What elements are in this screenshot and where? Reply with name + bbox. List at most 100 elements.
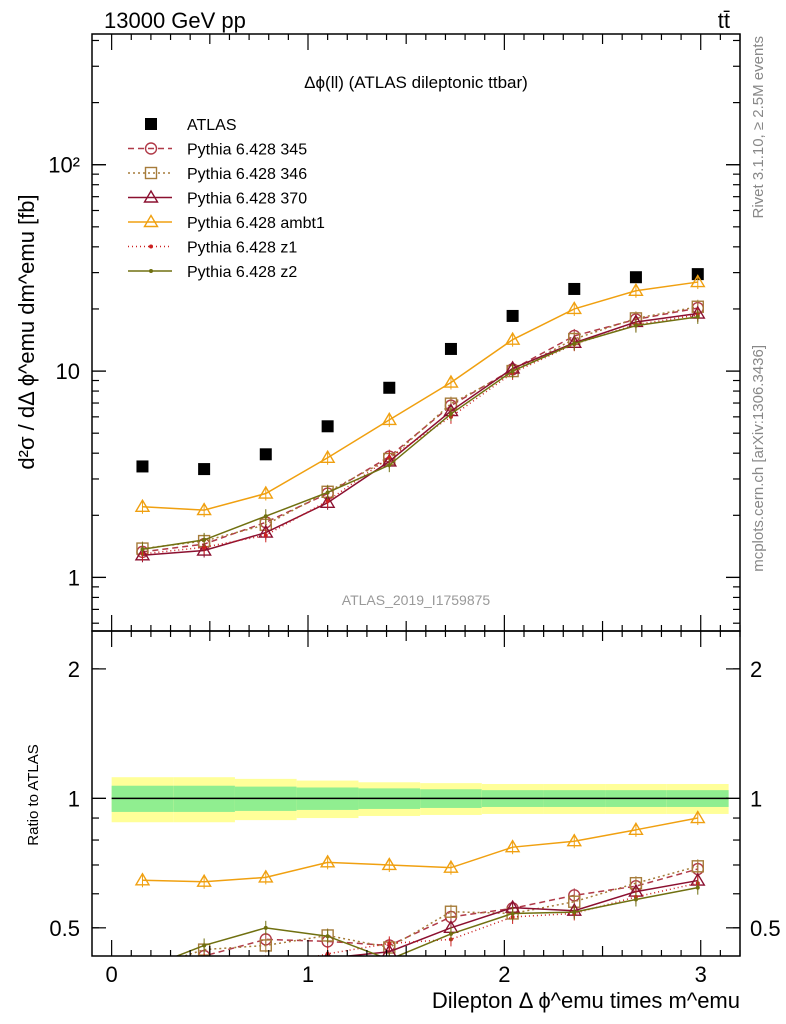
point-z2 <box>633 323 638 328</box>
legend: ATLAS Pythia 6.428 345 Pythia 6.428 346 Pyt… <box>128 117 325 281</box>
legend-label: Pythia 6.428 z1 <box>187 240 297 257</box>
series-z2 <box>140 880 700 972</box>
point-ambt1 <box>504 331 521 345</box>
energy-label: 13000 GeV pp <box>104 8 246 33</box>
series-holder <box>134 268 706 563</box>
point-ambt1 <box>381 857 398 871</box>
legend-marker <box>144 166 158 180</box>
legend-item-z2: Pythia 6.428 z2 <box>128 264 297 281</box>
series-p346 <box>136 299 704 556</box>
series-p370 <box>136 872 706 989</box>
rivet-label: Rivet 3.1.10, ≥ 2.5M events <box>750 36 767 219</box>
main-y-axis-label: d²σ / dΔ ϕ^emu dm^emu [fb] <box>14 194 39 469</box>
point-ambt1 <box>566 301 582 315</box>
series-z1 <box>140 307 700 561</box>
point-p346 <box>444 905 458 918</box>
point-p370 <box>136 978 149 989</box>
legend-item-p345: Pythia 6.428 345 <box>128 142 307 159</box>
point-ambt1 <box>690 810 706 824</box>
point-p346 <box>137 964 148 975</box>
x-axis-label: Dilepton Δ ϕ^emu times m^emu <box>432 988 740 1013</box>
point-ambt1 <box>628 821 644 836</box>
series-holder <box>134 810 706 989</box>
legend-label: Pythia 6.428 346 <box>187 166 307 183</box>
series-p346 <box>137 859 704 975</box>
series-line-z1 <box>142 314 698 555</box>
legend-label: Pythia 6.428 z2 <box>187 264 297 281</box>
y-tick-label: 1 <box>68 565 80 590</box>
legend-item-ambt1: Pythia 6.428 ambt1 <box>128 214 325 232</box>
x-tick-label: 2 <box>498 962 510 987</box>
point-z2 <box>510 911 515 916</box>
legend-label: Pythia 6.428 ambt1 <box>187 215 325 232</box>
point-data <box>629 271 642 284</box>
main-series <box>134 268 706 563</box>
point-data <box>506 309 519 322</box>
series-z1 <box>140 876 700 981</box>
series-line-p346 <box>142 306 698 550</box>
legend-marker <box>143 189 159 203</box>
point-p370 <box>265 954 267 956</box>
legend-marker <box>149 244 153 249</box>
legend-item-p346: Pythia 6.428 346 <box>128 166 307 183</box>
main-panel: 1 10 10² Δϕ(ll) (ATLAS dileptonic ttbar) A… <box>14 33 741 632</box>
point-data <box>691 268 704 281</box>
series-line-p345 <box>142 307 698 553</box>
series-line-z2 <box>175 886 698 956</box>
process-label: tt̄ <box>718 8 730 33</box>
point-z1 <box>264 965 268 969</box>
point-z2 <box>695 314 700 319</box>
point-ambt1 <box>134 872 151 886</box>
point-p346 <box>259 939 272 952</box>
series-line-p370 <box>341 879 698 956</box>
ratio-frame <box>91 630 741 957</box>
legend-item-p370: Pythia 6.428 370 <box>128 189 307 208</box>
point-z1 <box>202 958 206 962</box>
series-line-z2 <box>142 316 698 550</box>
series-ambt1 <box>134 274 706 518</box>
legend-item-data: ATLAS <box>145 117 237 134</box>
point-z1 <box>202 545 207 550</box>
x-tick-label: 3 <box>695 962 707 987</box>
point-data <box>383 381 396 394</box>
ratio-axis-ticks: 0.5 0.5 1 1 2 2 0 1 2 3 <box>49 631 781 987</box>
point-z2 <box>263 925 268 930</box>
point-data <box>198 463 211 476</box>
point-z1 <box>387 455 392 460</box>
series-data <box>136 268 704 476</box>
point-p345 <box>137 971 148 982</box>
point-z2 <box>325 934 330 939</box>
point-ambt1 <box>566 833 582 847</box>
analysis-id: ATLAS_2019_I1759875 <box>342 592 491 608</box>
mcplots-label: mcplots.cern.ch [arXiv:1306.3436] <box>750 345 767 572</box>
point-ambt1 <box>319 854 336 868</box>
y-tick-label-right: 1 <box>750 786 762 811</box>
point-ambt1 <box>504 839 521 853</box>
point-z1 <box>140 977 144 981</box>
series-line-p370 <box>142 312 698 557</box>
series-line-p345 <box>201 868 698 956</box>
point-z2 <box>633 897 638 902</box>
point-ambt1 <box>443 374 459 388</box>
series-p345 <box>136 301 704 559</box>
point-z2 <box>510 369 515 374</box>
data-uncertainty-band <box>111 777 729 823</box>
y-tick-label-right: 2 <box>750 657 762 682</box>
point-z1 <box>263 533 268 538</box>
point-ambt1 <box>319 449 336 463</box>
series-line-ambt1 <box>142 281 698 511</box>
point-z1 <box>325 498 330 503</box>
y-tick-label: 1 <box>68 786 80 811</box>
point-p370 <box>198 961 211 972</box>
point-ambt1 <box>258 485 274 499</box>
point-ambt1 <box>628 282 644 296</box>
point-data <box>444 342 457 355</box>
x-tick-label: 1 <box>302 962 314 987</box>
y-tick-label: 2 <box>68 657 80 682</box>
point-z2 <box>140 968 144 972</box>
point-p346 <box>691 860 704 873</box>
point-data <box>136 460 149 473</box>
point-ambt1 <box>690 274 706 288</box>
plot-title: Δϕ(ll) (ATLAS dileptonic ttbar) <box>304 73 528 92</box>
